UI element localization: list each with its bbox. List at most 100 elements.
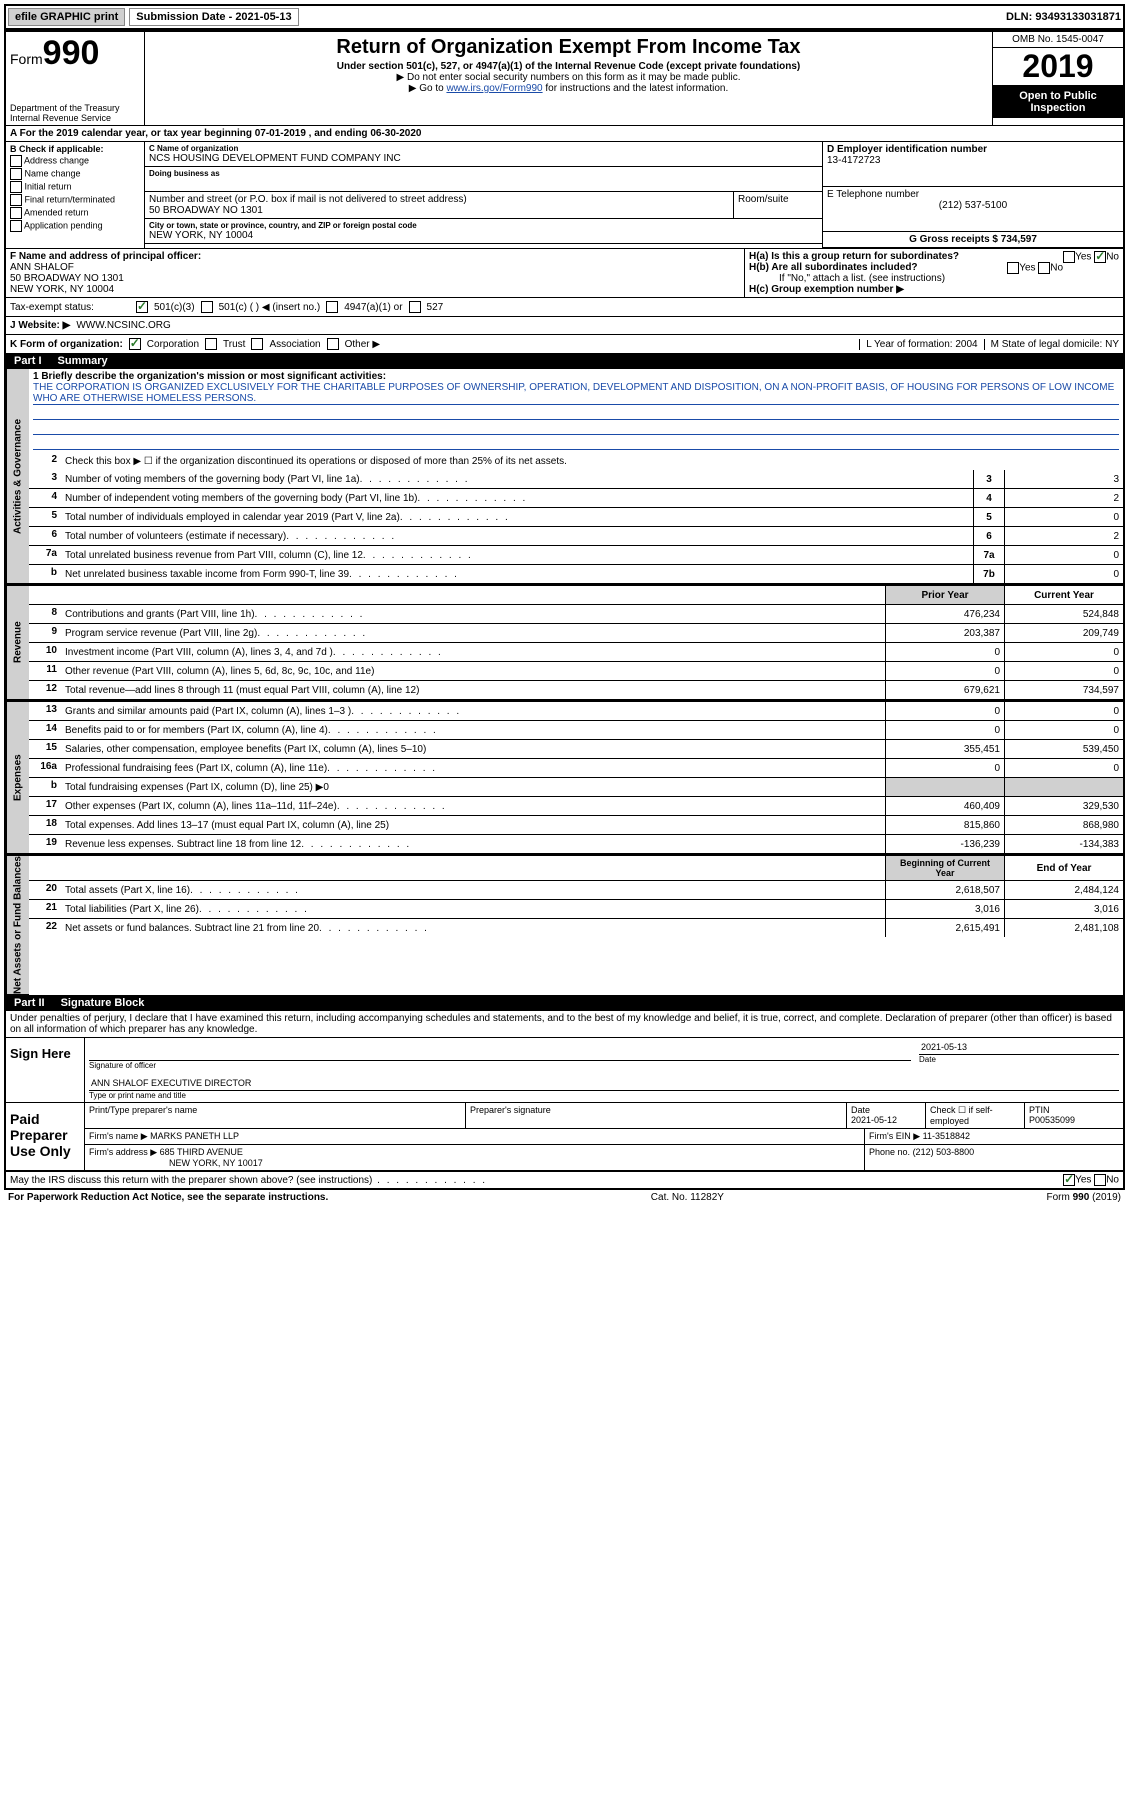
sig-date-val: 2021-05-13	[919, 1040, 1119, 1055]
ein-label: D Employer identification number	[827, 144, 987, 155]
line5-desc: Total number of individuals employed in …	[61, 508, 973, 526]
prep-date: 2021-05-12	[851, 1115, 897, 1125]
paperwork-notice: For Paperwork Reduction Act Notice, see …	[8, 1192, 328, 1203]
dba-label: Doing business as	[149, 169, 818, 178]
no-label2: No	[1050, 263, 1063, 274]
org-name-label: C Name of organization	[149, 144, 818, 153]
header-right: OMB No. 1545-0047 2019 Open to Public In…	[992, 32, 1123, 125]
col-b-label: B Check if applicable:	[10, 144, 104, 154]
form-word: Form	[10, 51, 43, 67]
line11-prior: 0	[885, 662, 1004, 680]
line9-desc: Program service revenue (Part VIII, line…	[61, 624, 885, 642]
yes-label2: Yes	[1019, 263, 1035, 274]
phone-label: E Telephone number	[827, 189, 1119, 200]
trust-checkbox[interactable]	[205, 338, 217, 350]
phone-value: (212) 537-5100	[827, 200, 1119, 211]
hdr-beg: Beginning of Current Year	[885, 856, 1004, 880]
ssn-notice: ▶ Do not enter social security numbers o…	[151, 72, 986, 83]
row-f: F Name and address of principal officer:…	[6, 249, 744, 297]
form-container: Form990 Department of the Treasury Inter…	[4, 30, 1125, 1190]
line3-desc: Number of voting members of the governin…	[61, 470, 973, 488]
opt-initial: Initial return	[25, 181, 72, 191]
initial-checkbox[interactable]	[10, 181, 22, 193]
opt-4947: 4947(a)(1) or	[344, 302, 402, 313]
line16a-curr: 0	[1004, 759, 1123, 777]
line10-curr: 0	[1004, 643, 1123, 661]
line14-curr: 0	[1004, 721, 1123, 739]
ha-no[interactable]	[1094, 251, 1106, 263]
ha-yes[interactable]	[1063, 251, 1075, 263]
hc-label: H(c) Group exemption number ▶	[749, 284, 904, 295]
firm-phone-label: Phone no.	[869, 1147, 910, 1157]
501c-checkbox[interactable]	[201, 301, 213, 313]
tax-year: 2019	[993, 48, 1123, 86]
discuss-yes-label: Yes	[1075, 1175, 1091, 1186]
line13-prior: 0	[885, 702, 1004, 720]
mission-text: THE CORPORATION IS ORGANIZED EXCLUSIVELY…	[33, 382, 1119, 405]
name-change-checkbox[interactable]	[10, 168, 22, 180]
sig-name-title: ANN SHALOF EXECUTIVE DIRECTOR	[89, 1076, 1119, 1091]
side-activities: Activities & Governance	[6, 369, 29, 584]
top-bar: efile GRAPHIC print Submission Date - 20…	[4, 4, 1125, 30]
line7a-box: 7a	[973, 546, 1004, 564]
mission-label: 1 Briefly describe the organization's mi…	[33, 371, 386, 382]
efile-button[interactable]: efile GRAPHIC print	[8, 8, 125, 26]
sig-date-label: Date	[919, 1055, 1119, 1064]
addr-value: 50 BROADWAY NO 1301	[149, 205, 729, 216]
discuss-yes[interactable]	[1063, 1174, 1075, 1186]
line5-val: 0	[1004, 508, 1123, 526]
line19-desc: Revenue less expenses. Subtract line 18 …	[61, 835, 885, 853]
line20-curr: 2,484,124	[1004, 881, 1123, 899]
final-checkbox[interactable]	[10, 194, 22, 206]
submission-date: Submission Date - 2021-05-13	[129, 8, 298, 26]
line15-prior: 355,451	[885, 740, 1004, 758]
pending-checkbox[interactable]	[10, 220, 22, 232]
form-number: 990	[43, 34, 100, 72]
opt-other: Other ▶	[345, 339, 380, 350]
no-label: No	[1106, 252, 1119, 263]
side-netassets: Net Assets or Fund Balances	[6, 856, 29, 995]
firm-addr-label: Firm's address ▶	[89, 1147, 157, 1157]
firm-ein-label: Firm's EIN ▶	[869, 1131, 920, 1141]
line16a-desc: Professional fundraising fees (Part IX, …	[61, 759, 885, 777]
hb-label: H(b) Are all subordinates included?	[749, 262, 918, 273]
org-name: NCS HOUSING DEVELOPMENT FUND COMPANY INC	[149, 153, 818, 164]
hb-yes[interactable]	[1007, 262, 1019, 274]
line20-prior: 2,618,507	[885, 881, 1004, 899]
hdr-end: End of Year	[1004, 856, 1123, 880]
irs-link[interactable]: www.irs.gov/Form990	[446, 83, 542, 94]
line3-box: 3	[973, 470, 1004, 488]
line13-desc: Grants and similar amounts paid (Part IX…	[61, 702, 885, 720]
amended-checkbox[interactable]	[10, 207, 22, 219]
firm-addr2: NEW YORK, NY 10017	[89, 1158, 263, 1168]
year-formation: L Year of formation: 2004	[859, 339, 977, 350]
addr-change-checkbox[interactable]	[10, 155, 22, 167]
part1-title: Summary	[58, 355, 108, 367]
line7a-val: 0	[1004, 546, 1123, 564]
side-revenue: Revenue	[6, 586, 29, 700]
opt-corp: Corporation	[147, 339, 199, 350]
hb-note: If "No," attach a list. (see instruction…	[749, 273, 1119, 284]
line20-desc: Total assets (Part X, line 16)	[61, 881, 885, 899]
hb-no[interactable]	[1038, 262, 1050, 274]
501c3-checkbox[interactable]	[136, 301, 148, 313]
cat-no: Cat. No. 11282Y	[651, 1192, 724, 1203]
prep-name-label: Print/Type preparer's name	[85, 1103, 466, 1128]
opt-trust: Trust	[223, 339, 245, 350]
line6-val: 2	[1004, 527, 1123, 545]
line15-curr: 539,450	[1004, 740, 1123, 758]
opt-501c: 501(c) ( ) ◀ (insert no.)	[219, 302, 321, 313]
line5-box: 5	[973, 508, 1004, 526]
goto-line: ▶ Go to www.irs.gov/Form990 for instruct…	[151, 83, 986, 94]
corp-checkbox[interactable]	[129, 338, 141, 350]
discuss-no[interactable]	[1094, 1174, 1106, 1186]
527-checkbox[interactable]	[409, 301, 421, 313]
col-b-checkboxes: B Check if applicable: Address change Na…	[6, 142, 145, 248]
line21-prior: 3,016	[885, 900, 1004, 918]
page-footer: For Paperwork Reduction Act Notice, see …	[4, 1190, 1125, 1205]
other-checkbox[interactable]	[327, 338, 339, 350]
status-label: Tax-exempt status:	[10, 302, 130, 313]
line17-prior: 460,409	[885, 797, 1004, 815]
assoc-checkbox[interactable]	[251, 338, 263, 350]
4947-checkbox[interactable]	[326, 301, 338, 313]
